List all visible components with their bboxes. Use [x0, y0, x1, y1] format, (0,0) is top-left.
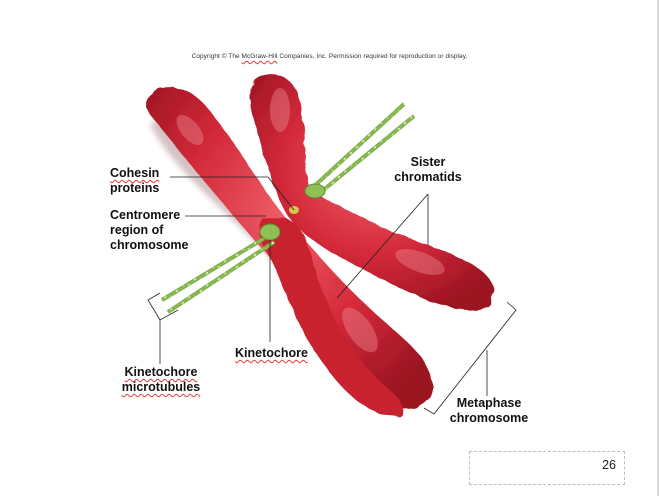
label-kinetochore: Kinetochore — [235, 346, 308, 360]
cohesin-leader — [170, 176, 295, 211]
kinetochore-upper — [304, 183, 326, 199]
leader-lines — [159, 176, 488, 396]
label-kt-micro-line1: Kinetochore — [124, 365, 198, 379]
chromatid-texture — [176, 88, 445, 353]
label-cohesin-proteins: Cohesin proteins — [110, 166, 159, 196]
copyright-prefix: Copyright © The — [191, 53, 242, 60]
slide-number-box: 26 — [469, 451, 625, 485]
microtubules-lower — [160, 234, 276, 314]
label-cohesin-line1: Cohesin — [110, 166, 160, 180]
label-centromere-line1: Centromere — [110, 208, 181, 222]
sister-leader-2 — [336, 193, 429, 299]
label-metaphase-line2: chromosome — [449, 411, 529, 425]
slide-edge — [657, 0, 659, 496]
label-centromere-line2: region of — [110, 223, 164, 237]
microtubules-upper — [308, 102, 416, 198]
label-centromere-line3: chromosome — [110, 238, 189, 252]
copyright-suffix: Companies, Inc. Permission required for … — [277, 53, 468, 60]
label-centromere: Centromere region of chromosome — [110, 208, 189, 253]
label-cohesin-line2: proteins — [110, 181, 160, 195]
label-kt-micro-line2: microtubules — [121, 380, 201, 394]
copyright-brand: McGraw-Hill — [241, 53, 278, 60]
label-sister-line1: Sister — [410, 155, 446, 169]
slide-number: 26 — [602, 458, 616, 472]
label-kinetochore-microtubules: Kinetochore microtubules — [118, 365, 204, 395]
label-metaphase-line1: Metaphase — [456, 396, 522, 410]
label-metaphase-chromosome: Metaphase chromosome — [445, 396, 533, 426]
chromatid-c — [258, 217, 404, 417]
brackets — [147, 292, 517, 415]
chromatid-b — [250, 74, 494, 311]
label-sister-chromatids: Sister chromatids — [388, 155, 468, 185]
kinetochore-lower — [259, 223, 281, 241]
copyright-notice: Copyright © The McGraw-Hill Companies, I… — [0, 53, 659, 60]
microtubule-bracket — [147, 292, 179, 321]
label-sister-line2: chromatids — [394, 170, 462, 184]
metaphase-bracket — [423, 301, 517, 415]
